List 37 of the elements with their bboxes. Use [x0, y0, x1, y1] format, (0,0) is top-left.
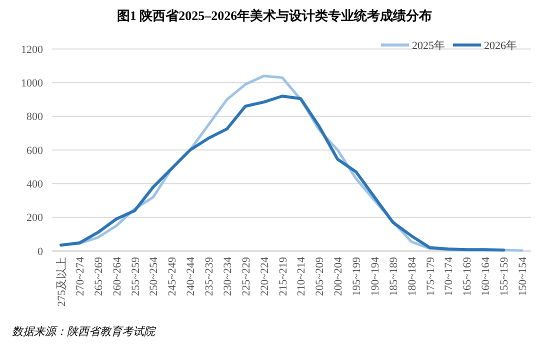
y-tick-label: 600 [26, 144, 44, 157]
x-tick-label: 260~264 [111, 256, 124, 296]
x-tick-label: 175~179 [424, 256, 437, 296]
x-tick-label: 270~274 [74, 256, 86, 296]
x-tick-label: 160~164 [480, 256, 492, 296]
y-tick-label: 1000 [21, 78, 44, 90]
x-tick-label: 190~194 [369, 256, 382, 296]
x-tick-label: 195~199 [351, 256, 364, 296]
y-tick-label: 200 [26, 212, 44, 224]
x-tick-label: 210~214 [296, 256, 308, 296]
legend-label: 2026年 [484, 40, 517, 52]
x-tick-label: 220~224 [258, 256, 271, 296]
x-tick-label: 155~159 [498, 256, 511, 296]
y-tick-label: 1200 [21, 44, 44, 56]
y-tick-label: 400 [26, 178, 44, 191]
y-tick-label: 0 [38, 246, 44, 258]
y-tick-label: 800 [26, 111, 44, 124]
x-tick-label: 240~244 [185, 256, 198, 296]
x-tick-label: 185~189 [388, 256, 400, 296]
x-tick-label: 205~209 [314, 256, 326, 296]
x-tick-label: 265~269 [92, 256, 105, 296]
legend-label: 2025年 [412, 40, 445, 52]
source-note: 数据来源：陕西省教育考试院 [12, 325, 157, 338]
x-tick-label: 165~169 [462, 256, 474, 296]
x-tick-label: 170~174 [443, 256, 456, 296]
x-tick-label: 150~154 [517, 256, 529, 296]
x-tick-label: 255~259 [130, 256, 142, 296]
x-tick-label: 230~234 [222, 256, 234, 296]
x-tick-label: 225~229 [240, 256, 252, 296]
x-tick-label: 180~184 [406, 256, 418, 296]
x-tick-label: 245~249 [166, 256, 179, 296]
chart-title: 图1 陕西省2025–2026年美术与设计类专业统考成绩分布 [116, 8, 432, 23]
x-tick-label: 235~239 [204, 256, 216, 296]
x-tick-label: 200~204 [332, 256, 345, 296]
x-tick-label: 275及以上 [55, 257, 68, 306]
x-tick-label: 250~254 [148, 256, 160, 296]
x-tick-label: 215~219 [277, 256, 290, 296]
